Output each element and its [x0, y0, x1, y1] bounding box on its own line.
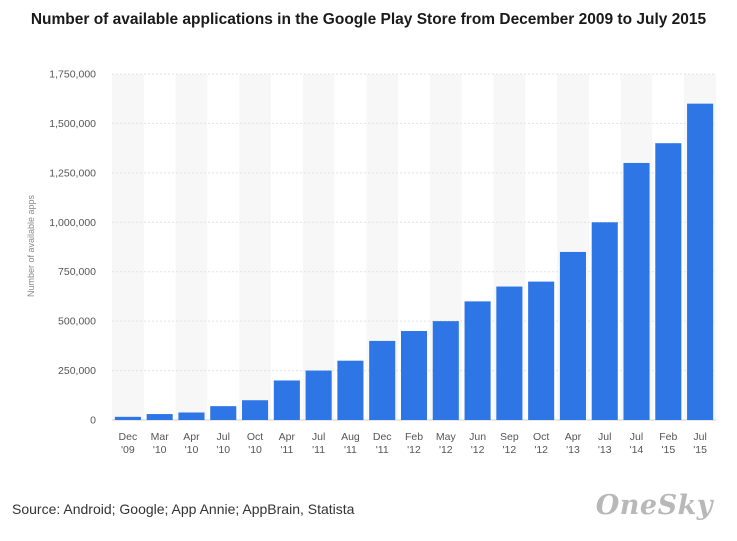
bar[interactable]: [369, 340, 396, 420]
x-tick-label: Oct: [247, 431, 263, 443]
y-tick-label: 250,000: [58, 365, 96, 377]
x-tick-label-year: '11: [376, 444, 389, 456]
bar[interactable]: [687, 103, 714, 421]
bars: [114, 103, 714, 421]
x-tick-label: Apr: [565, 431, 582, 443]
x-tick-label-year: '10: [216, 444, 230, 456]
y-tick-label: 750,000: [58, 266, 96, 278]
x-tick-label: Jul: [693, 431, 706, 443]
y-tick-label: 500,000: [58, 316, 96, 328]
y-tick-label: 1,000,000: [49, 217, 96, 229]
x-tick-label-year: '11: [280, 444, 293, 456]
bar[interactable]: [337, 360, 364, 420]
column-band: [239, 74, 271, 420]
y-tick-label: 0: [90, 415, 96, 427]
chart-title: Number of available applications in the …: [30, 11, 707, 28]
x-tick-label: Aug: [341, 431, 360, 443]
bar[interactable]: [242, 400, 269, 420]
x-tick-label-year: '13: [566, 444, 580, 456]
x-tick-label-year: '14: [630, 444, 644, 456]
x-tick-label-year: '11: [344, 444, 357, 456]
x-tick-label-year: '10: [248, 444, 262, 456]
bar[interactable]: [305, 370, 332, 420]
x-tick-label: Jul: [217, 431, 230, 443]
column-band: [302, 74, 335, 420]
x-tick-label: Jul: [312, 431, 325, 443]
y-tick-labels: 0 250,000 500,000 750,000 1,000,000 1,250,000…: [49, 69, 96, 427]
x-tick-label: Apr: [183, 431, 200, 443]
x-tick-label-year: '10: [185, 444, 199, 456]
x-tick-label-year: '12: [503, 444, 517, 456]
y-tick-label: 1,500,000: [49, 118, 96, 130]
bar[interactable]: [273, 380, 300, 420]
x-tick-label: Oct: [533, 431, 549, 443]
column-band: [175, 74, 208, 420]
bar[interactable]: [655, 143, 682, 420]
x-tick-label: Dec: [119, 431, 138, 443]
x-tick-label: Jun: [469, 431, 486, 443]
bar[interactable]: [464, 301, 491, 420]
x-tick-label-year: '15: [661, 444, 675, 456]
x-tick-label: Feb: [659, 431, 677, 443]
x-tick-label: Sep: [500, 431, 519, 443]
bar[interactable]: [210, 406, 237, 420]
x-tick-label-year: '12: [534, 444, 548, 456]
x-tick-label: Dec: [373, 431, 392, 443]
y-axis-label: Number of available apps: [26, 194, 36, 297]
x-tick-label: Jul: [598, 431, 611, 443]
source-note: Source: Android; Google; App Annie; AppB…: [12, 501, 355, 517]
bar[interactable]: [146, 414, 173, 420]
bar[interactable]: [400, 331, 428, 420]
bar[interactable]: [178, 412, 205, 420]
bar[interactable]: [623, 162, 650, 420]
y-tick-label: 1,250,000: [49, 167, 96, 179]
bar[interactable]: [559, 251, 586, 420]
x-tick-label-year: '10: [153, 444, 167, 456]
column-band: [112, 74, 144, 420]
x-tick-label-year: '12: [407, 444, 421, 456]
x-tick-label-year: '09: [121, 444, 135, 456]
x-tick-label-year: '11: [312, 444, 325, 456]
bar[interactable]: [432, 321, 459, 420]
onesky-logo: OneSky: [595, 490, 713, 521]
x-tick-label: Apr: [279, 431, 296, 443]
bar[interactable]: [591, 222, 618, 420]
x-tick-label-year: '12: [439, 444, 453, 456]
x-tick-label: Jul: [630, 431, 643, 443]
bar[interactable]: [114, 416, 141, 420]
x-tick-labels: Dec'09Mar'10Apr'10Jul'10Oct'10Apr'11Jul'…: [119, 431, 708, 456]
bar[interactable]: [496, 286, 523, 420]
x-tick-label-year: '15: [693, 444, 707, 456]
x-tick-label-year: '12: [471, 444, 485, 456]
bar[interactable]: [528, 281, 555, 420]
x-tick-label: Mar: [151, 431, 170, 443]
x-tick-label-year: '13: [598, 444, 612, 456]
y-tick-label: 1,750,000: [49, 69, 96, 81]
x-tick-label: Feb: [405, 431, 423, 443]
x-tick-label: May: [436, 431, 457, 443]
